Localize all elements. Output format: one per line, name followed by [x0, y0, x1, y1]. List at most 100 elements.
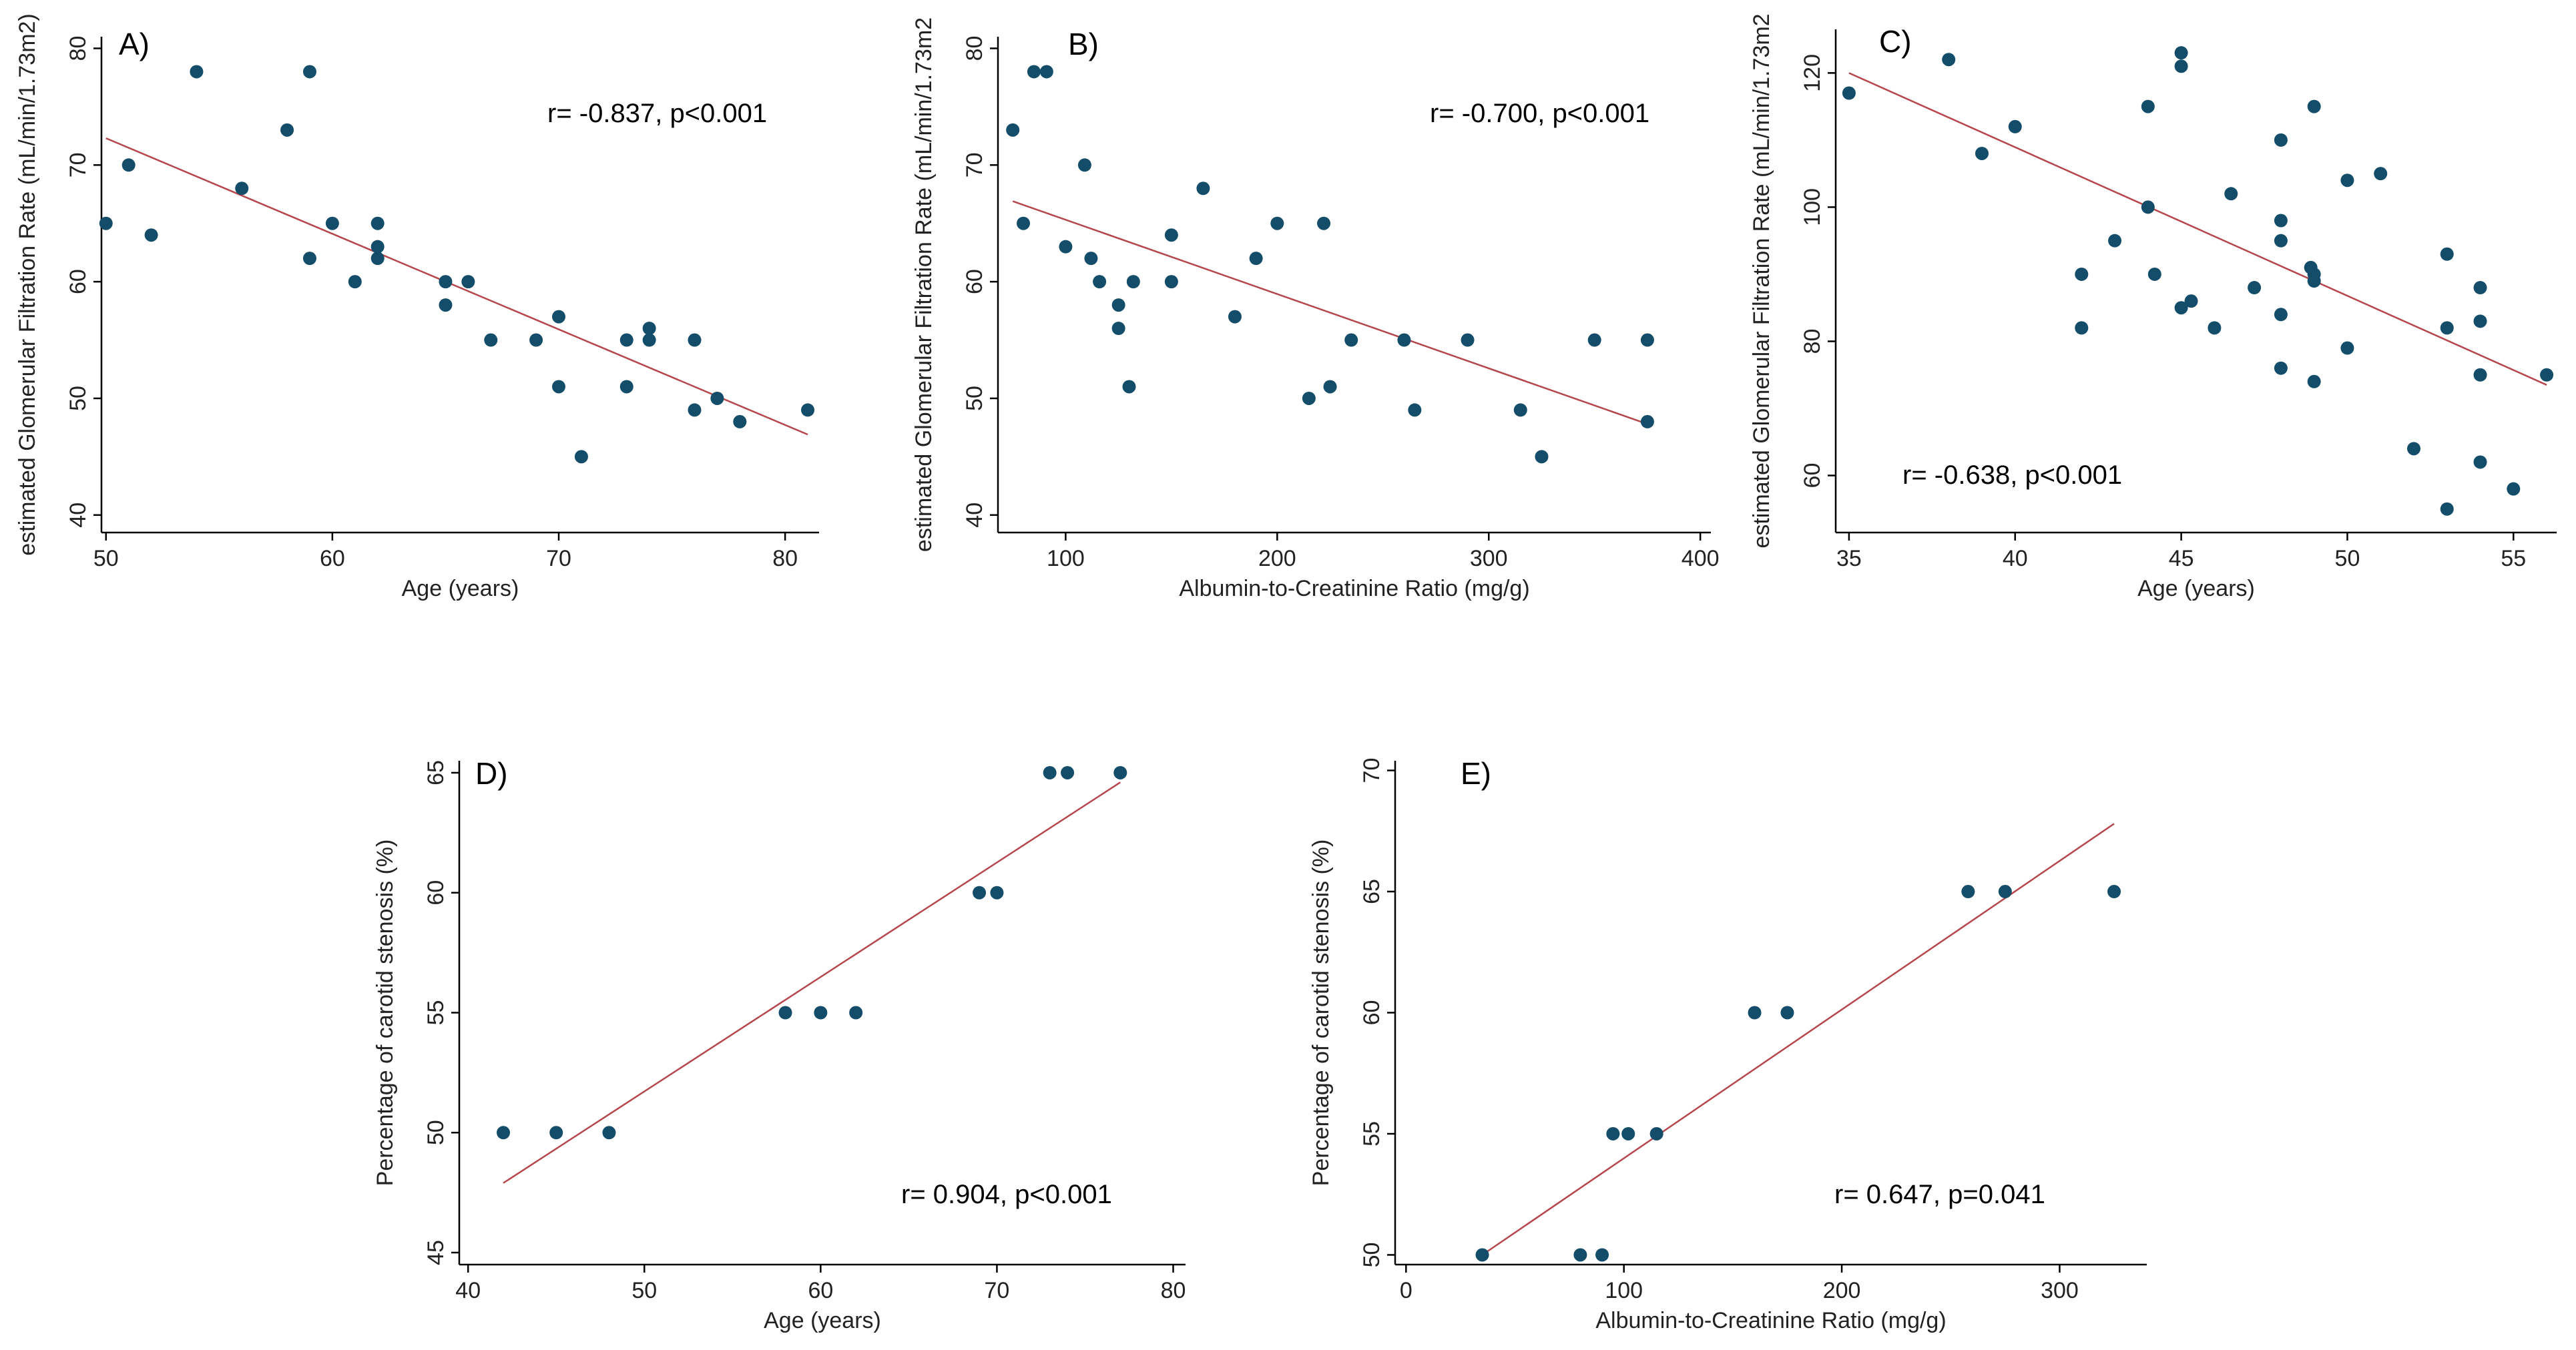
data-point [529, 333, 543, 347]
data-point [2307, 274, 2321, 288]
y-tick-label: 50 [65, 386, 91, 411]
x-tick-label: 0 [1400, 1278, 1412, 1303]
y-tick-label: 60 [423, 880, 449, 906]
data-point [2274, 133, 2288, 147]
data-point [2184, 294, 2198, 308]
panel-label: B) [1068, 27, 1099, 61]
panel-d: 40 50 60 70 80 45 50 55 60 65 Age (years) Percentag… [372, 756, 1186, 1333]
data-point [302, 252, 316, 266]
x-tick-label: 35 [1836, 546, 1862, 571]
data-point [619, 380, 633, 394]
data-point [2307, 99, 2321, 113]
data-point [2340, 174, 2354, 188]
y-axis-title: Percentage of carotid stenosis (%) [372, 839, 398, 1187]
data-point [2107, 885, 2121, 899]
y-tick-label: 80 [962, 36, 987, 61]
data-point [2224, 187, 2238, 201]
data-point [1111, 322, 1125, 336]
y-axis-title: estimated Glomerular Filtration Rate (mL… [911, 17, 937, 552]
data-point [1164, 275, 1178, 289]
y-tick-label: 65 [1359, 879, 1384, 904]
data-point [1059, 240, 1073, 254]
y-axis-title: Percentage of carotid stenosis (%) [1308, 839, 1334, 1187]
data-point [1998, 885, 2012, 899]
data-point [2340, 341, 2354, 355]
data-point [1043, 765, 1057, 779]
regression-line [503, 781, 1121, 1184]
data-point [1017, 216, 1031, 230]
data-point [2174, 46, 2188, 60]
data-point [1535, 450, 1549, 464]
data-point [2540, 368, 2554, 382]
y-tick-label: 70 [65, 152, 91, 178]
data-point [497, 1126, 511, 1140]
panel-label: C) [1879, 24, 1912, 59]
data-point [325, 216, 339, 230]
x-axis-title: Albumin-to-Creatinine Ratio (mg/g) [1595, 1308, 1946, 1333]
data-point [1039, 65, 1053, 79]
data-point [370, 252, 384, 266]
data-point [2507, 482, 2521, 496]
data-point [1113, 765, 1127, 779]
data-point [121, 158, 136, 172]
data-point [439, 275, 453, 289]
data-point [2374, 167, 2388, 181]
y-tick-label: 60 [65, 269, 91, 294]
y-axis-title: estimated Glomerular Filtration Rate (mL… [15, 13, 40, 556]
data-point [1640, 414, 1654, 428]
x-tick-label: 60 [808, 1278, 833, 1303]
y-axis-title: estimated Glomerular Filtration Rate (mL… [1749, 13, 1774, 548]
data-point [2274, 234, 2288, 248]
data-point [2274, 308, 2288, 322]
data-point [370, 240, 384, 254]
data-point [1249, 252, 1263, 266]
data-point [1513, 403, 1527, 417]
correlation-annotation: r= -0.700, p<0.001 [1430, 99, 1649, 128]
data-point [2473, 368, 2487, 382]
x-tick-label: 40 [2003, 546, 2028, 571]
y-tick-label: 40 [962, 502, 987, 528]
x-tick-label: 200 [1258, 546, 1296, 571]
y-tick-label: 65 [423, 760, 449, 785]
data-point [2075, 267, 2089, 281]
data-point [370, 216, 384, 230]
data-point [2473, 314, 2487, 328]
data-point [348, 275, 362, 289]
data-point [1595, 1248, 1609, 1262]
data-point [439, 298, 453, 312]
data-point [2147, 267, 2161, 281]
data-point [1302, 391, 1316, 405]
data-point [1093, 275, 1107, 289]
data-point [973, 886, 987, 900]
correlation-annotation: r= 0.904, p<0.001 [901, 1180, 1112, 1209]
data-point [1606, 1126, 1620, 1140]
data-point [2473, 281, 2487, 295]
x-tick-label: 200 [1823, 1278, 1861, 1303]
y-tick-label: 50 [962, 386, 987, 411]
data-point [1126, 275, 1140, 289]
x-axis-title: Albumin-to-Creatinine Ratio (mg/g) [1179, 576, 1529, 601]
y-tick-label: 70 [962, 152, 987, 178]
data-point [1027, 65, 1041, 79]
data-point [99, 216, 113, 230]
data-point [1344, 333, 1358, 347]
data-point [2174, 59, 2188, 73]
x-axis-title: Age (years) [402, 576, 519, 601]
data-point [2174, 301, 2188, 315]
y-tick-label: 55 [423, 1000, 449, 1026]
data-point [1780, 1006, 1794, 1020]
regression-line [105, 137, 808, 436]
y-tick-label: 60 [962, 269, 987, 294]
data-point [549, 1126, 563, 1140]
x-tick-label: 50 [631, 1278, 657, 1303]
data-point [1164, 228, 1178, 242]
data-point [280, 123, 294, 137]
x-tick-label: 80 [1161, 1278, 1186, 1303]
data-point [235, 182, 249, 196]
data-point [2440, 502, 2454, 516]
data-point [814, 1006, 828, 1020]
y-tick-label: 50 [423, 1120, 449, 1145]
x-tick-label: 100 [1047, 546, 1085, 571]
x-tick-label: 100 [1605, 1278, 1643, 1303]
